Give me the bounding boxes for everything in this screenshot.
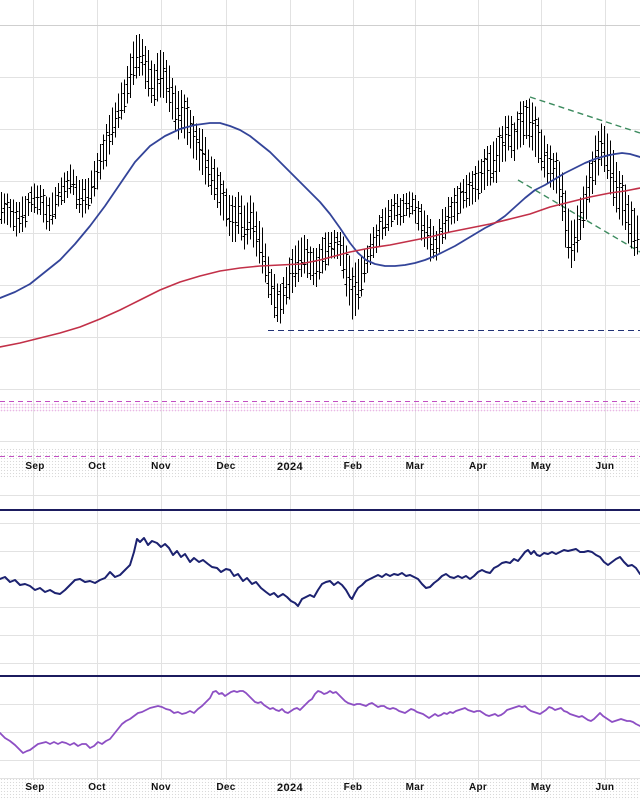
main-axis-label-may: May: [530, 461, 552, 472]
indicator2-line: [0, 690, 640, 754]
bottom-axis-label-nov: Nov: [151, 782, 171, 793]
bottom-axis-label-mar: Mar: [405, 782, 425, 793]
bottom-axis-label-may: May: [530, 782, 552, 793]
green-trendline-upper: [529, 96, 640, 134]
main-axis-label-apr: Apr: [468, 461, 488, 472]
bottom-axis-label-oct: Oct: [88, 782, 106, 793]
bottom-axis-label-2024: 2024: [276, 782, 304, 794]
main-axis-label-mar: Mar: [405, 461, 425, 472]
bottom-axis-label-jun: Jun: [595, 782, 615, 793]
indicator1-line: [0, 537, 640, 607]
ohlc-bars: [0, 33, 640, 324]
main-axis-label-feb: Feb: [343, 461, 363, 472]
main-axis-label-2024: 2024: [276, 461, 304, 473]
ma-fast-line: [0, 122, 640, 299]
bottom-axis-label-dec: Dec: [216, 782, 236, 793]
ma-slow-line: [0, 187, 640, 348]
green-trendline-lower: [517, 179, 640, 253]
main-axis-label-jun: Jun: [595, 461, 615, 472]
main-axis-label-dec: Dec: [216, 461, 236, 472]
main-axis-label-oct: Oct: [88, 461, 106, 472]
main-axis-label-nov: Nov: [151, 461, 171, 472]
bottom-axis-label-apr: Apr: [468, 782, 488, 793]
main-axis-label-sep: Sep: [25, 461, 45, 472]
bottom-axis-label-sep: Sep: [25, 782, 45, 793]
bottom-axis-label-feb: Feb: [343, 782, 363, 793]
